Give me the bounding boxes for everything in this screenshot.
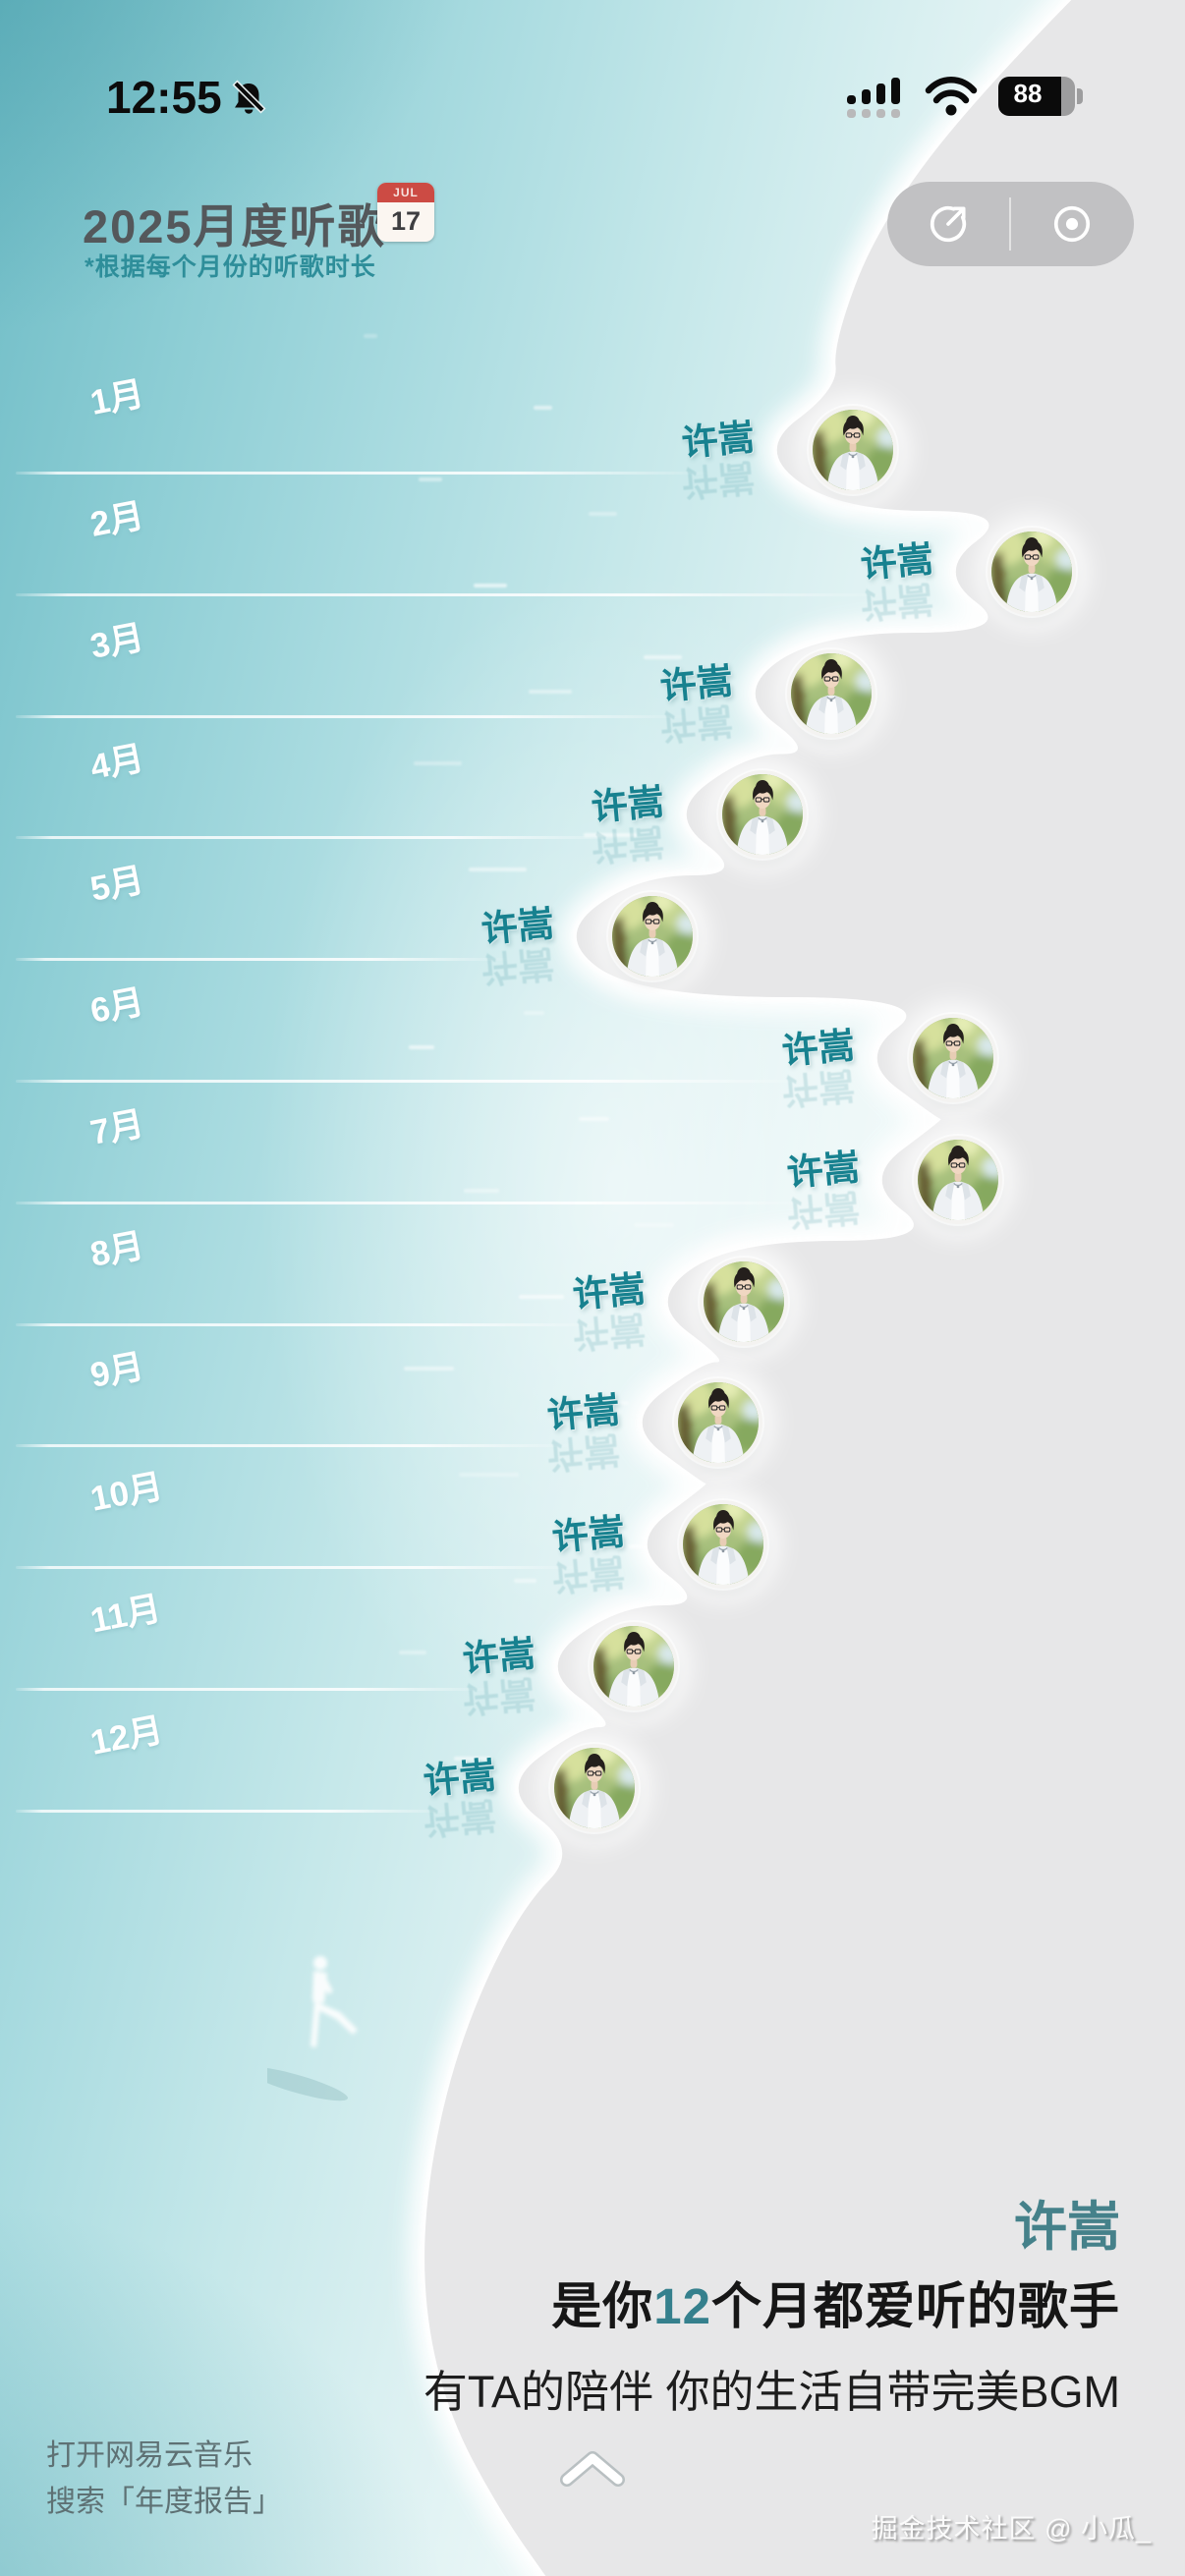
sparkle: [469, 868, 527, 871]
footer-artist-name: 许嵩: [1014, 2198, 1120, 2257]
notifications-muted-icon: [232, 80, 266, 114]
sparkle: [529, 690, 572, 694]
sparkle: [409, 1045, 434, 1049]
wifi-icon: [925, 77, 978, 116]
artist-avatar: [608, 892, 697, 980]
sparkle: [364, 334, 377, 338]
sparkle: [589, 512, 617, 516]
sparkle: [419, 477, 442, 481]
sparkle: [399, 1651, 426, 1654]
listening-duration-line: [16, 1080, 812, 1083]
walking-figure-silhouette: [267, 1956, 358, 2101]
sparkle: [459, 1473, 519, 1477]
artist-avatar: [550, 1744, 639, 1832]
listening-duration-line: [16, 836, 621, 839]
share-icon: [930, 205, 967, 243]
listening-duration-line: [16, 1566, 582, 1569]
battery-icon: 88: [998, 77, 1091, 116]
battery-percent: 88: [1013, 79, 1043, 108]
month-label: 6月: [86, 982, 147, 1031]
pill-divider: [1009, 197, 1011, 251]
footer-headline: 是你12个月都爱听的歌手: [551, 2266, 1120, 2338]
artist-avatar: [679, 1500, 767, 1589]
artist-avatar: [809, 406, 897, 494]
artist-avatar: [914, 1136, 1002, 1224]
listening-duration-line: [16, 593, 890, 596]
month-label: 9月: [86, 1347, 147, 1395]
page-title: 2025月度听歌: [83, 200, 386, 252]
month-label: 7月: [86, 1104, 147, 1152]
month-label: 8月: [86, 1226, 147, 1274]
listening-duration-line: [16, 472, 711, 475]
sparkle: [414, 761, 462, 765]
promo-line2: 搜索「年度报告」: [46, 2486, 282, 2518]
page-subtitle: *根据每个月份的听歌时长: [85, 253, 376, 281]
artist-avatar: [787, 649, 875, 738]
sparkle: [404, 1367, 454, 1371]
sparkle: [574, 1401, 629, 1405]
sparkle: [474, 584, 507, 588]
cellular-signal-icon: [847, 78, 900, 118]
footer-headline-count: 12: [653, 2278, 711, 2334]
calendar-month: JUL: [377, 183, 434, 202]
chevron-up-icon[interactable]: [555, 2444, 630, 2492]
footer-tagline: 有TA的陪伴 你的生活自带完美BGM: [423, 2367, 1120, 2417]
sparkle: [584, 833, 637, 837]
listening-duration-line: [16, 715, 690, 718]
footer-headline-suffix: 个月都爱听的歌手: [710, 2278, 1120, 2334]
sparkle: [519, 1295, 564, 1299]
header-action-pill: [887, 182, 1134, 266]
month-label: 4月: [86, 739, 147, 787]
listening-duration-line: [16, 1202, 817, 1204]
record-button[interactable]: [1011, 182, 1133, 266]
sparkle: [454, 1757, 491, 1761]
listening-duration-line: [16, 1688, 492, 1691]
sparkle: [514, 1579, 536, 1583]
calendar-emoji: JUL 17: [377, 183, 434, 242]
sparkle: [524, 1011, 544, 1015]
listening-duration-line: [16, 958, 511, 961]
sparkle: [464, 1189, 499, 1193]
artist-avatar: [674, 1378, 762, 1467]
artist-avatar: [590, 1622, 678, 1710]
record-disc-icon: [1053, 205, 1091, 243]
footer-headline-prefix: 是你: [551, 2278, 654, 2334]
listening-duration-line: [16, 1444, 577, 1447]
sparkle: [534, 406, 552, 410]
sparkle: [579, 1117, 609, 1121]
listening-duration-line: [16, 1323, 602, 1326]
month-label: 2月: [86, 496, 147, 544]
promo-line1: 打开网易云音乐: [46, 2439, 253, 2472]
sparkle: [644, 655, 682, 659]
status-time: 12:55: [106, 72, 222, 123]
artist-avatar: [718, 770, 807, 859]
artist-avatar: [700, 1258, 788, 1346]
sparkle: [634, 1223, 674, 1227]
month-label: 1月: [86, 374, 147, 422]
calendar-day: 17: [390, 206, 422, 236]
status-icons: 88: [845, 75, 1091, 120]
watermark: 掘金技术社区 @ 小瓜_: [871, 2514, 1152, 2544]
share-button[interactable]: [887, 182, 1009, 266]
month-label: 5月: [86, 861, 147, 909]
month-label: 3月: [86, 618, 147, 666]
listening-duration-line: [16, 1810, 453, 1813]
artist-avatar: [909, 1014, 997, 1102]
artist-avatar: [988, 528, 1076, 616]
app-promo: 打开网易云音乐 搜索「年度报告」: [46, 2433, 282, 2525]
